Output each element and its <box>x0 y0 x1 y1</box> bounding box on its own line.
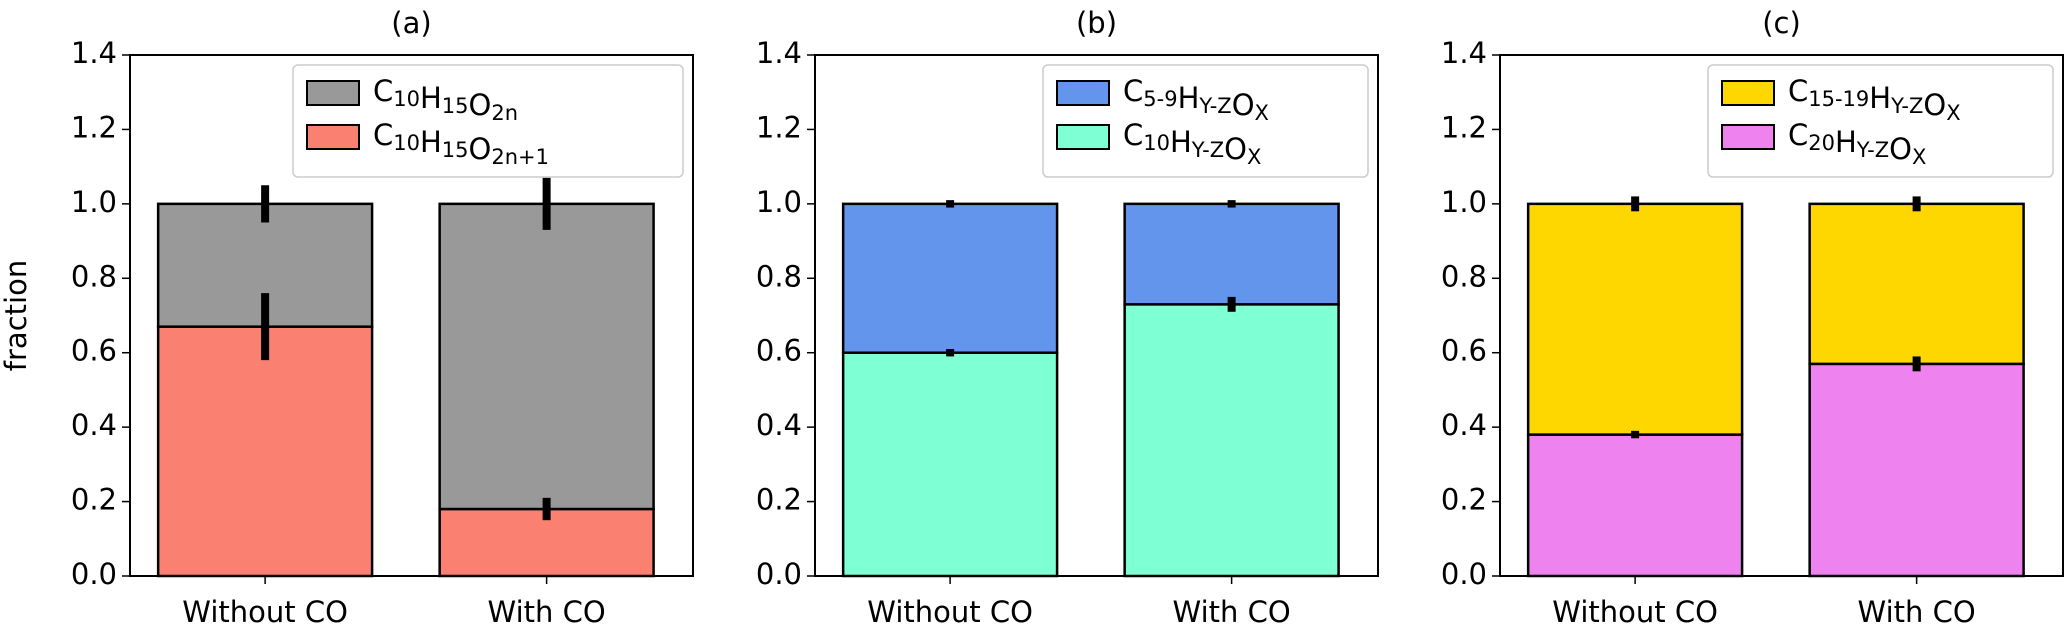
axes-frame <box>814 54 1379 577</box>
y-tick-label: 1.4 <box>71 36 117 70</box>
axes-frame <box>1499 54 2064 577</box>
bar-segment <box>1123 202 1340 306</box>
y-tick-label: 0.8 <box>71 259 117 293</box>
legend-box <box>1042 64 1369 178</box>
y-tick-label: 1.4 <box>1441 36 1487 70</box>
x-tick-label: Without CO <box>182 595 348 629</box>
legend-swatch <box>1056 124 1110 150</box>
x-tick-label: Without CO <box>867 595 1033 629</box>
bar-segment <box>841 202 1059 354</box>
legend-swatch <box>1721 80 1775 106</box>
y-tick-label: 1.4 <box>756 36 802 70</box>
y-tick-label: 1.0 <box>756 185 802 219</box>
panel-title: (a) <box>391 6 431 40</box>
y-tick-label: 1.2 <box>71 110 117 144</box>
y-tick-label: 1.0 <box>1441 185 1487 219</box>
x-tick-label: With CO <box>1173 595 1291 629</box>
bar-segment <box>1123 303 1340 578</box>
legend-swatch <box>1056 80 1110 106</box>
x-tick-label: With CO <box>488 595 606 629</box>
panel-title: (c) <box>1762 6 1801 40</box>
bar-segment <box>1808 202 2025 366</box>
y-tick-label: 0.4 <box>1441 408 1487 442</box>
legend-label: C10HY-ZOX <box>1123 118 1261 169</box>
legend-label: C15-19HY-ZOX <box>1788 74 1961 125</box>
y-tick-label: 0.8 <box>756 259 802 293</box>
y-tick-label: 0.0 <box>71 557 117 591</box>
bar-segment <box>1526 202 1744 436</box>
y-tick-label: 0.6 <box>756 334 802 368</box>
bar-segment <box>156 325 374 578</box>
x-tick-label: Without CO <box>1552 595 1718 629</box>
y-axis-label: fraction <box>0 260 33 371</box>
legend-label: C10H15O2n+1 <box>373 118 549 169</box>
y-tick-label: 0.0 <box>1441 557 1487 591</box>
panel-title: (b) <box>1076 6 1117 40</box>
legend-box <box>1707 64 2054 178</box>
y-tick-label: 0.8 <box>1441 259 1487 293</box>
axes-frame <box>129 54 694 577</box>
legend-swatch <box>306 80 360 106</box>
legend-swatch <box>1721 124 1775 150</box>
y-tick-label: 0.0 <box>756 557 802 591</box>
y-tick-label: 1.2 <box>756 110 802 144</box>
legend-swatch <box>306 124 360 150</box>
bar-segment <box>438 202 655 511</box>
y-tick-label: 0.4 <box>756 408 802 442</box>
legend-label: C10H15O2n <box>373 74 518 125</box>
y-tick-label: 0.2 <box>1441 483 1487 517</box>
x-tick-label: With CO <box>1858 595 1976 629</box>
y-tick-label: 0.2 <box>756 483 802 517</box>
bar-segment <box>1808 362 2025 578</box>
legend-label: C20HY-ZOX <box>1788 118 1926 169</box>
y-tick-label: 1.0 <box>71 185 117 219</box>
legend-label: C5-9HY-ZOX <box>1123 74 1269 125</box>
y-tick-label: 1.2 <box>1441 110 1487 144</box>
bar-segment <box>1526 433 1744 578</box>
y-tick-label: 0.2 <box>71 483 117 517</box>
bar-segment <box>841 351 1059 578</box>
y-tick-label: 0.4 <box>71 408 117 442</box>
legend-box <box>292 64 684 178</box>
y-tick-label: 0.6 <box>1441 334 1487 368</box>
y-tick-label: 0.6 <box>71 334 117 368</box>
